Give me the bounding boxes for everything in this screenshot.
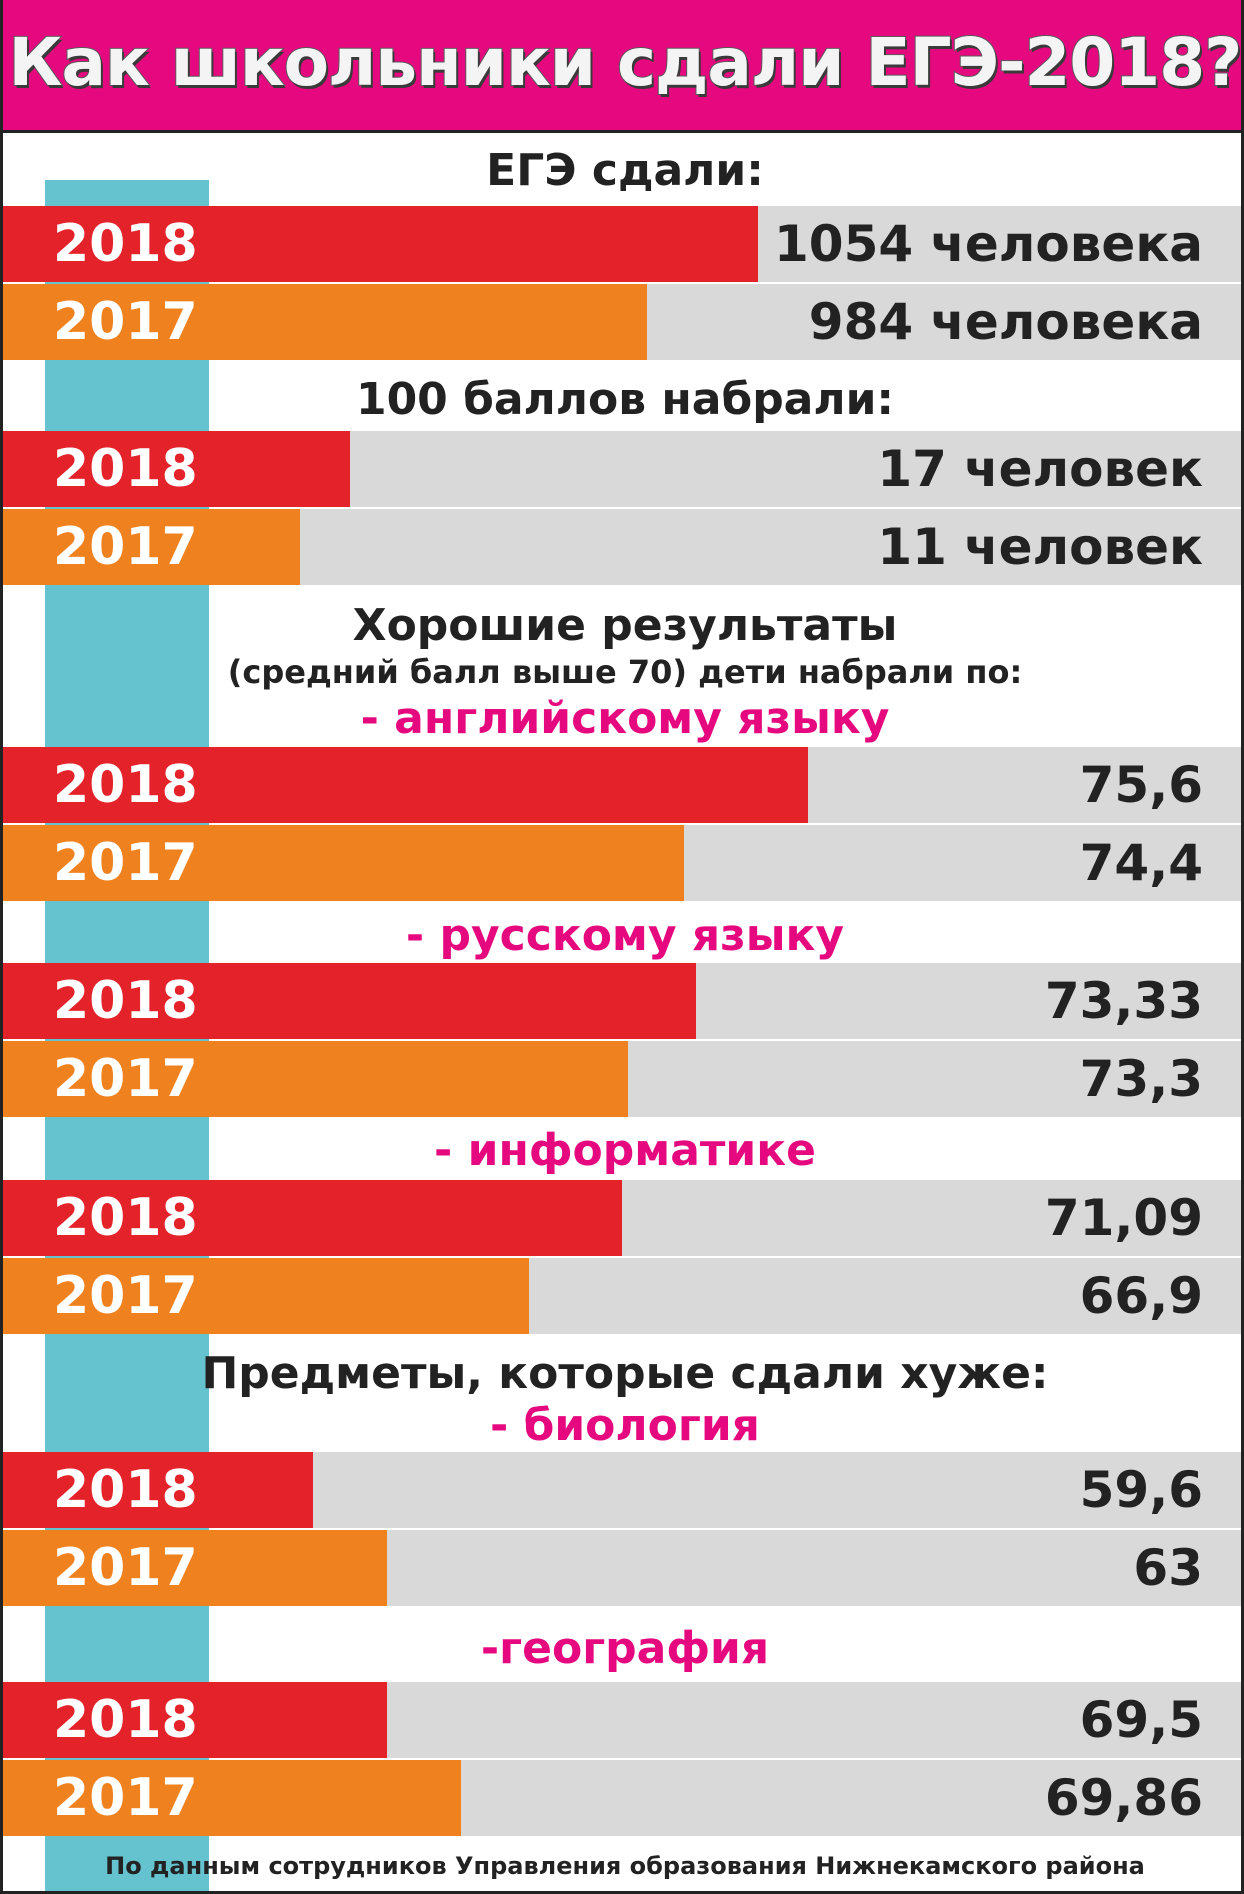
heading-worse-subjects: Предметы, которые сдали хуже: — [201, 1348, 1049, 1399]
bar-2018 — [3, 1682, 387, 1758]
bar-2017 — [3, 1041, 628, 1117]
bar-2017 — [3, 284, 647, 360]
header-banner: Как школьники сдали ЕГЭ-2018? — [3, 0, 1242, 133]
subheading-biology: - биология — [490, 1400, 760, 1451]
year-label: 2018 — [53, 755, 198, 815]
value-label: 66,9 — [1079, 1267, 1203, 1325]
bar-2017 — [3, 1530, 387, 1606]
page-title: Как школьники сдали ЕГЭ-2018? — [8, 23, 1242, 102]
subheading-geography: -география — [480, 1623, 770, 1674]
bar-2018 — [3, 431, 350, 507]
bar-2017 — [3, 1258, 529, 1334]
year-label: 2018 — [53, 439, 198, 499]
value-label: 75,6 — [1079, 756, 1203, 814]
subheading-informatics: - информатике — [434, 1125, 816, 1176]
year-label: 2017 — [53, 1538, 198, 1598]
value-label: 63 — [1133, 1539, 1203, 1597]
year-label: 2018 — [53, 1188, 198, 1248]
year-label: 2017 — [53, 292, 198, 352]
bar-2018 — [3, 1180, 622, 1256]
year-label: 2018 — [53, 971, 198, 1031]
year-label: 2017 — [53, 1768, 198, 1828]
year-label: 2018 — [53, 1460, 198, 1520]
bar-2018 — [3, 747, 808, 823]
value-label: 73,3 — [1079, 1050, 1203, 1108]
bar-2018 — [3, 206, 758, 282]
heading-100-points: 100 баллов набрали: — [355, 374, 895, 425]
heading-good-results-note: (средний балл выше 70) дети набрали по: — [227, 653, 1023, 691]
value-label: 11 человек — [877, 518, 1203, 576]
value-label: 71,09 — [1044, 1189, 1203, 1247]
value-label: 69,86 — [1044, 1769, 1203, 1827]
year-label: 2017 — [53, 1049, 198, 1109]
value-label: 69,5 — [1079, 1691, 1203, 1749]
bar-2018 — [3, 1452, 313, 1528]
year-label: 2018 — [53, 1690, 198, 1750]
bar-2017 — [3, 825, 684, 901]
bar-2018 — [3, 963, 696, 1039]
heading-good-results: Хорошие результаты — [352, 600, 898, 651]
heading-ege-passed: ЕГЭ сдали: — [486, 145, 764, 196]
bar-2017 — [3, 1760, 461, 1836]
value-label: 59,6 — [1079, 1461, 1203, 1519]
bar-2017 — [3, 509, 300, 585]
value-label: 1054 человека — [773, 215, 1203, 273]
value-label: 984 человека — [808, 293, 1203, 351]
year-label: 2018 — [53, 214, 198, 274]
subheading-russian: - русскому языку — [405, 910, 845, 961]
value-label: 74,4 — [1079, 834, 1203, 892]
year-label: 2017 — [53, 833, 198, 893]
value-label: 17 человек — [877, 440, 1203, 498]
source-note: По данным сотрудников Управления образов… — [105, 1852, 1145, 1880]
year-label: 2017 — [53, 1266, 198, 1326]
year-label: 2017 — [53, 517, 198, 577]
subheading-english: - английскому языку — [360, 693, 890, 744]
value-label: 73,33 — [1044, 972, 1203, 1030]
